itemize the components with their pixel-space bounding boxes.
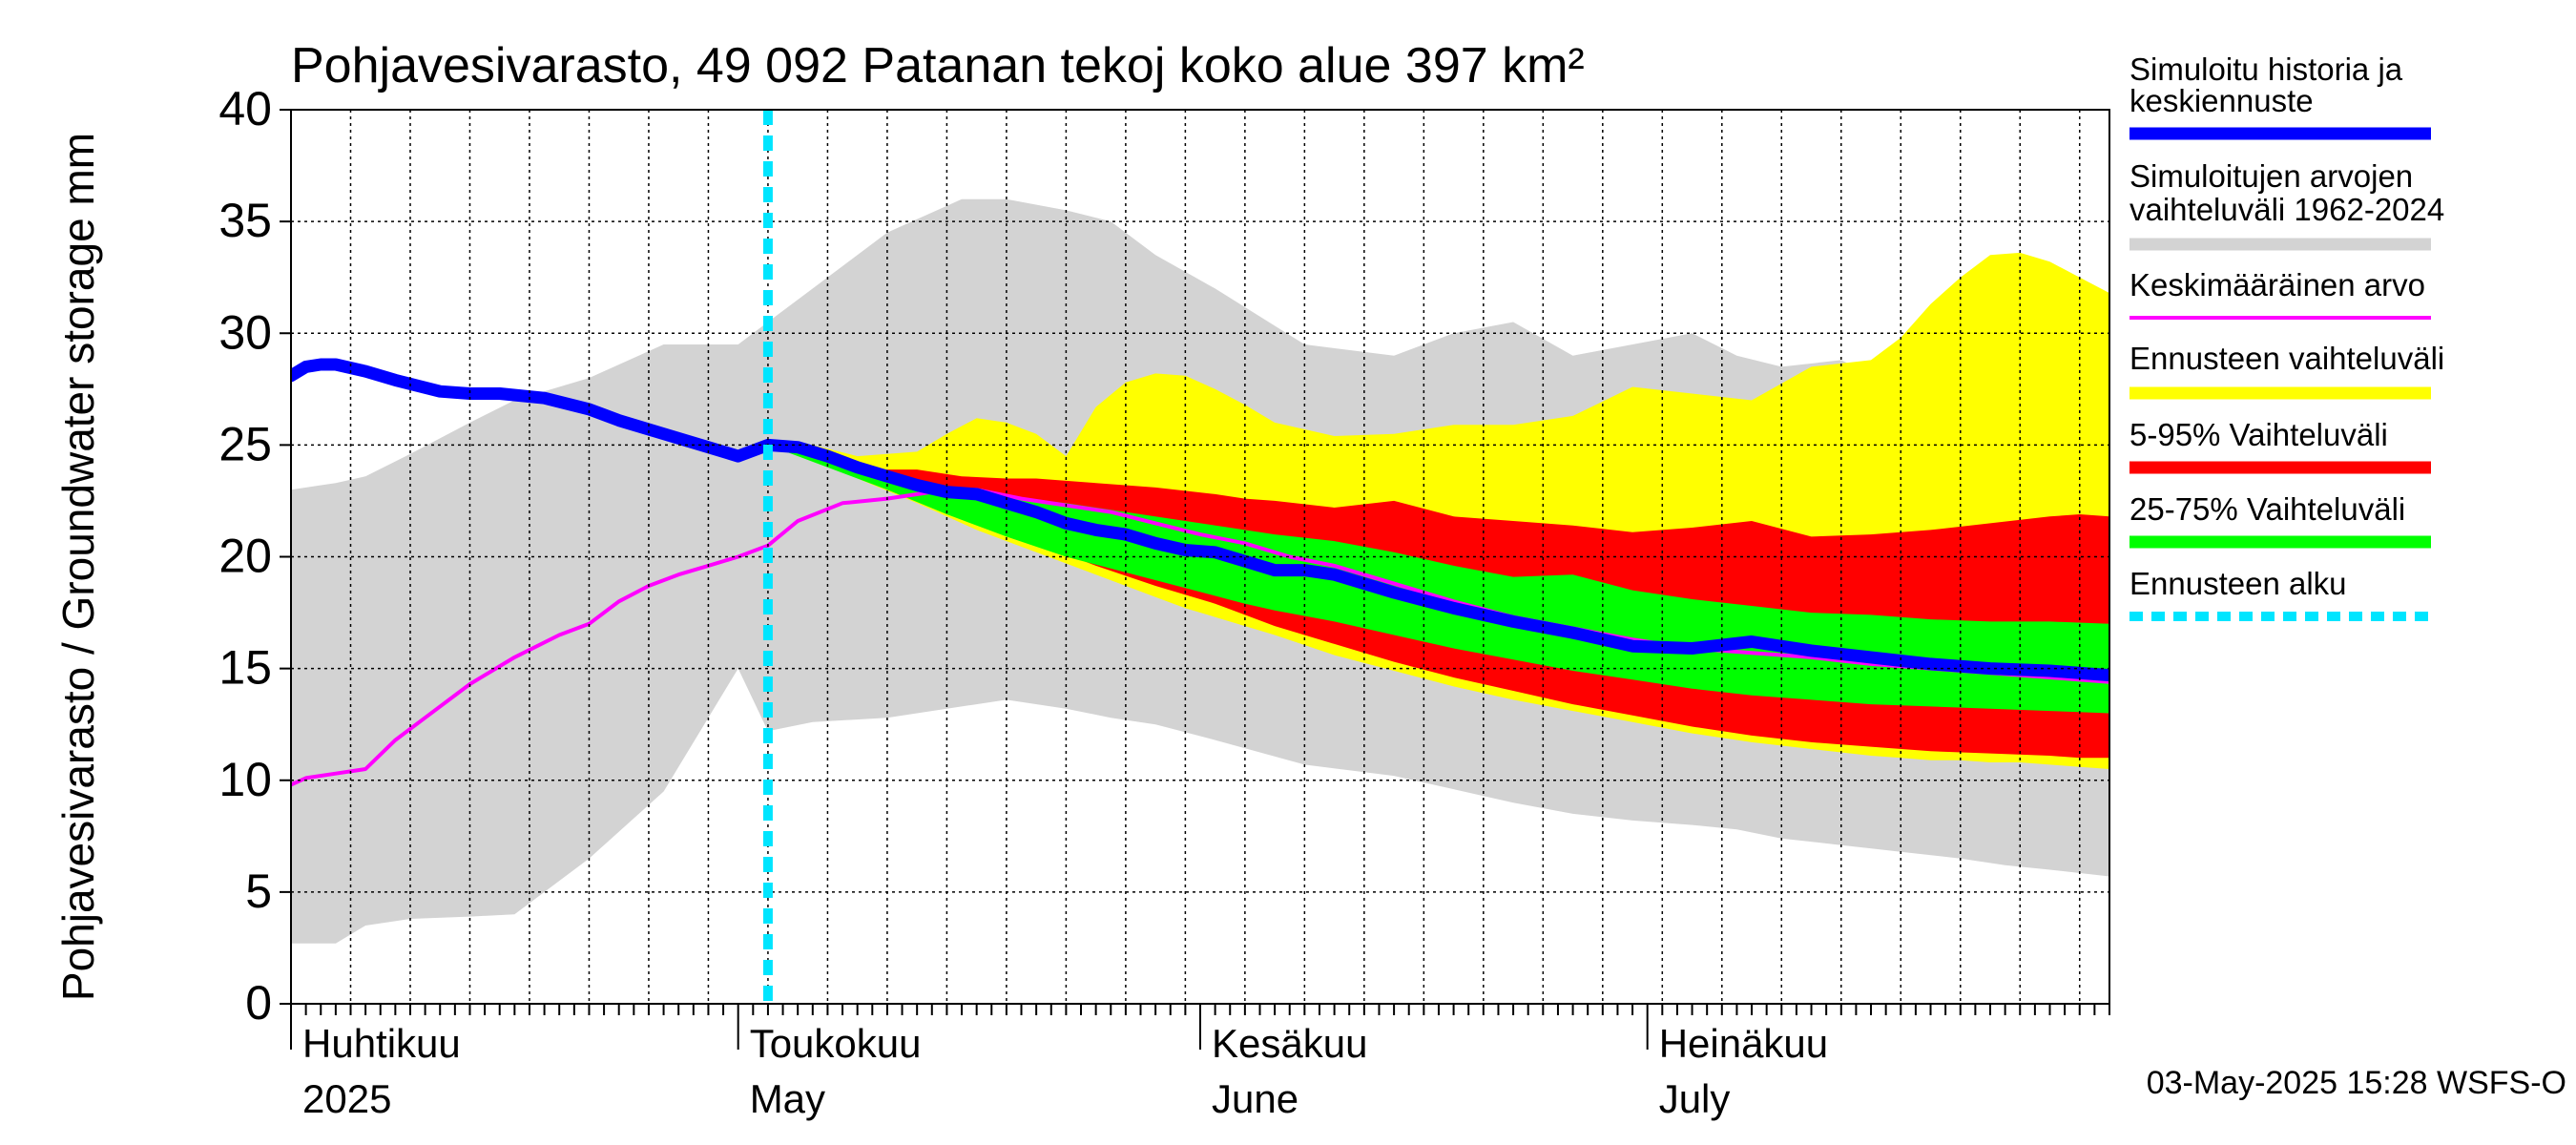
y-tick-label: 30 [218, 305, 272, 359]
legend-p25-75-label: 25-75% Vaihteluväli [2129, 491, 2405, 527]
legend-sim-range-label: Simuloitujen arvojen [2129, 158, 2413, 194]
x-month-label: Heinäkuu [1659, 1021, 1828, 1066]
legend-history-label-2: keskiennuste [2129, 83, 2314, 118]
chart-title: Pohjavesivarasto, 49 092 Patanan tekoj k… [291, 38, 1585, 94]
x-month-sublabel: May [750, 1076, 825, 1121]
y-tick-label: 5 [245, 864, 272, 918]
y-tick-label: 25 [218, 417, 272, 470]
y-axis-label: Pohjavesivarasto / Groundwater storage m… [53, 133, 103, 1001]
history-line [291, 358, 2109, 682]
footer-timestamp: 03-May-2025 15:28 WSFS-O [2147, 1065, 2566, 1101]
legend-p5-95-label: 5-95% Vaihteluväli [2129, 417, 2388, 452]
x-month-sublabel: June [1212, 1076, 1298, 1121]
x-month-label: Toukokuu [750, 1021, 922, 1066]
y-tick-label: 20 [218, 530, 272, 583]
legend-history-label: Simuloitu historia ja [2129, 52, 2403, 87]
y-tick-label: 0 [245, 976, 272, 1030]
x-month-sublabel: 2025 [302, 1076, 391, 1121]
x-month-label: Huhtikuu [302, 1021, 461, 1066]
y-tick-label: 10 [218, 753, 272, 806]
y-tick-label: 40 [218, 82, 272, 135]
y-tick-label: 15 [218, 641, 272, 695]
y-tick-label: 35 [218, 194, 272, 247]
x-month-sublabel: July [1659, 1076, 1731, 1121]
x-month-label: Kesäkuu [1212, 1021, 1367, 1066]
legend-forecast-range-label: Ennusteen vaihteluväli [2129, 341, 2444, 376]
legend-mean-label: Keskimääräinen arvo [2129, 267, 2425, 302]
legend-sim-range-label-2: vaihteluväli 1962-2024 [2129, 192, 2444, 227]
legend-forecast-start-label: Ennusteen alku [2129, 566, 2347, 601]
